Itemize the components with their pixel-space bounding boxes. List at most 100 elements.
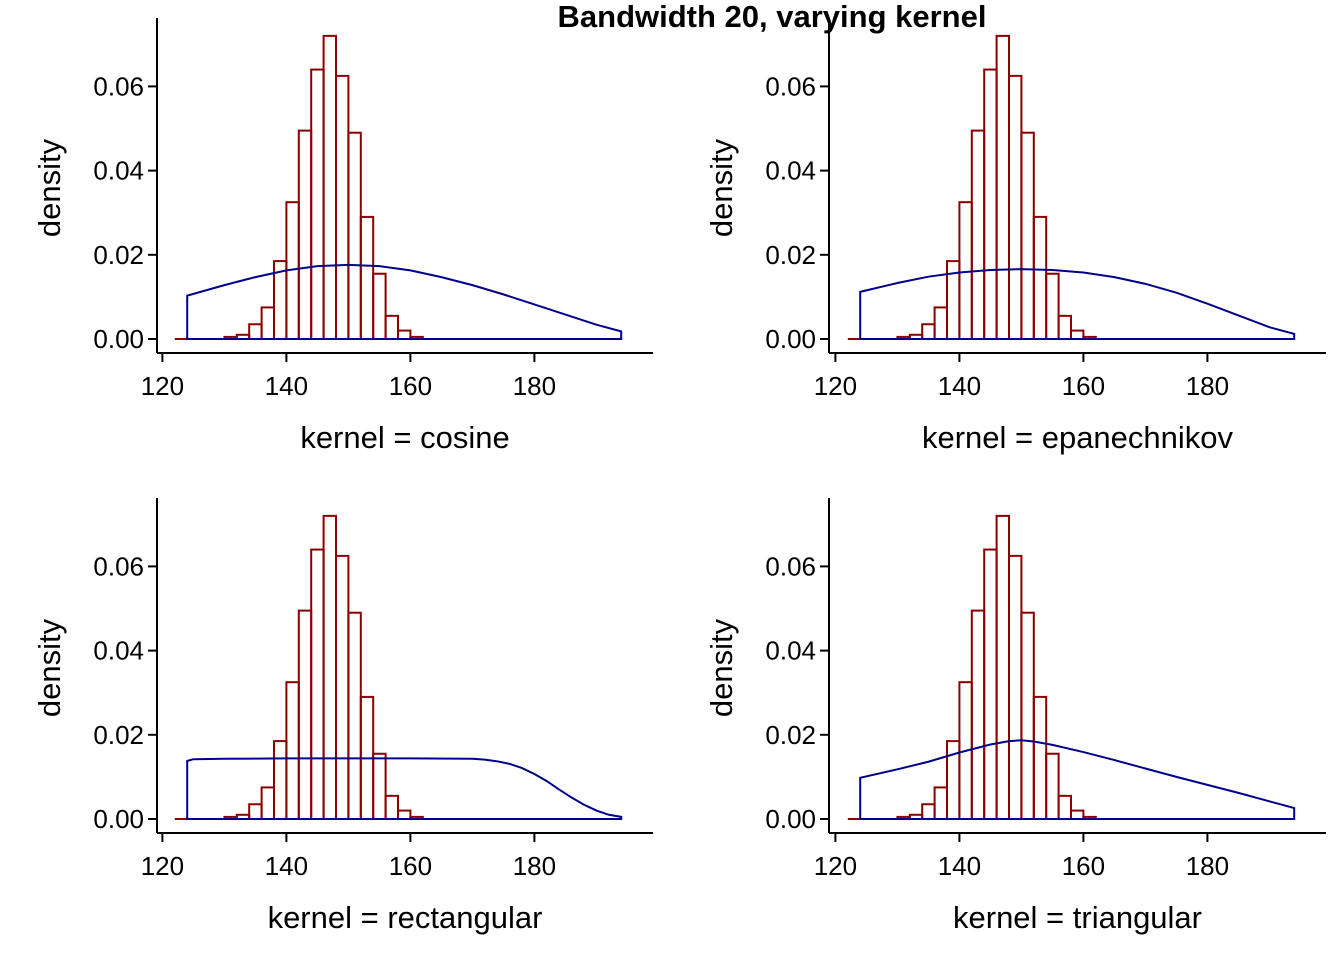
histogram-bar (310, 68, 325, 340)
histogram-bar (1020, 611, 1035, 821)
y-tick-label: 0.04 (93, 636, 144, 666)
x-tick-label: 180 (1186, 371, 1229, 401)
y-axis-title: density (32, 138, 67, 237)
x-tick-label: 160 (389, 371, 432, 401)
histogram-bar (921, 323, 936, 341)
histogram-bar (372, 272, 387, 340)
density-curve (859, 739, 1296, 820)
histogram (847, 34, 1295, 341)
histogram-bar (347, 131, 362, 340)
histogram-bar (384, 794, 400, 820)
y-tick-label: 0.06 (765, 71, 816, 101)
histogram (847, 514, 1295, 821)
histogram-bar (1032, 215, 1048, 340)
histogram-bar (347, 611, 362, 821)
x-tick-label: 140 (938, 851, 981, 881)
histogram-bar (958, 201, 973, 340)
histogram (174, 514, 622, 821)
y-axis-title: density (32, 618, 67, 717)
histogram-bar (1057, 794, 1072, 820)
y-tick-label: 0.04 (765, 156, 816, 186)
x-tick-label: 140 (265, 851, 308, 881)
histogram-bar (310, 548, 325, 820)
histogram-bar (1032, 695, 1048, 820)
density-curve (186, 757, 623, 820)
histogram-bar (995, 34, 1010, 340)
histogram-bar (297, 129, 313, 340)
y-axis-title: density (704, 618, 739, 717)
x-axis-title: kernel = cosine (300, 420, 509, 455)
y-tick-label: 0.00 (765, 804, 816, 834)
histogram-bar (1020, 131, 1035, 340)
density-curve (186, 263, 623, 340)
y-axis-title: density (704, 138, 739, 237)
histogram-bar (1070, 809, 1085, 821)
x-axis-title: kernel = epanechnikov (922, 420, 1234, 455)
histogram-bar (970, 609, 986, 820)
x-axis-title: kernel = rectangular (268, 900, 543, 935)
histogram-bar (1045, 752, 1060, 820)
figure-title: Bandwidth 20, varying kernel (558, 0, 987, 34)
y-tick-label: 0.02 (93, 720, 144, 750)
x-tick-label: 140 (938, 371, 981, 401)
x-tick-label: 140 (265, 371, 308, 401)
histogram-bar (933, 306, 948, 340)
y-tick-label: 0.00 (93, 324, 144, 354)
histogram-bar (1008, 554, 1023, 820)
y-tick-label: 0.06 (93, 71, 144, 101)
x-tick-label: 160 (1062, 851, 1105, 881)
histogram-bar (248, 803, 263, 821)
x-tick-label: 180 (513, 851, 556, 881)
histogram-bar (248, 323, 263, 341)
histogram-bar (1045, 272, 1060, 340)
y-tick-label: 0.04 (765, 636, 816, 666)
histogram-bar (1070, 329, 1085, 340)
density-curve (859, 268, 1296, 340)
x-tick-label: 180 (513, 371, 556, 401)
x-tick-label: 160 (389, 851, 432, 881)
histogram-bar (933, 786, 948, 820)
x-tick-label: 160 (1062, 371, 1105, 401)
histogram-bar (335, 554, 350, 820)
x-tick-label: 120 (141, 371, 184, 401)
histogram-bar (297, 609, 313, 820)
histogram-bar (359, 215, 375, 340)
histogram-bar (260, 786, 276, 820)
histogram-bar (397, 809, 412, 821)
panel-cosine: 0.00 0.02 0.04 0.06 120 140 160 180 density ke… (32, 18, 653, 455)
panel-triangular: 0.00 0.02 0.04 0.06 120 140 160 180 density ke… (704, 498, 1326, 935)
histogram-bar (372, 752, 387, 820)
y-tick-label: 0.06 (765, 551, 816, 581)
histogram (174, 34, 622, 341)
histogram-bar (995, 514, 1010, 820)
x-axis-title: kernel = triangular (953, 900, 1202, 935)
x-tick-label: 120 (814, 851, 857, 881)
y-tick-label: 0.02 (765, 240, 816, 270)
histogram-bar (1057, 314, 1072, 341)
histogram-bar (285, 681, 300, 820)
panel-epanechnikov: 0.00 0.02 0.04 0.06 120 140 160 180 density ke… (704, 18, 1326, 455)
y-tick-label: 0.00 (93, 804, 144, 834)
histogram-bar (322, 34, 338, 340)
y-tick-label: 0.06 (93, 551, 144, 581)
histogram-bar (970, 129, 986, 340)
panel-rectangular: 0.00 0.02 0.04 0.06 120 140 160 180 density ke… (32, 498, 653, 935)
y-tick-label: 0.02 (93, 240, 144, 270)
histogram-bar (983, 68, 998, 340)
histogram-bar (1008, 74, 1023, 340)
x-tick-label: 120 (141, 851, 184, 881)
histogram-bar (384, 314, 400, 341)
y-tick-label: 0.04 (93, 156, 144, 186)
x-tick-label: 120 (814, 371, 857, 401)
x-tick-label: 180 (1186, 851, 1229, 881)
y-tick-label: 0.00 (765, 324, 816, 354)
histogram-bar (983, 548, 998, 820)
histogram-bar (335, 74, 350, 340)
histogram-bar (260, 306, 276, 340)
histogram-bar (397, 329, 412, 340)
histogram-bar (921, 803, 936, 821)
histogram-bar (322, 514, 338, 820)
histogram-bar (273, 740, 288, 820)
y-tick-label: 0.02 (765, 720, 816, 750)
